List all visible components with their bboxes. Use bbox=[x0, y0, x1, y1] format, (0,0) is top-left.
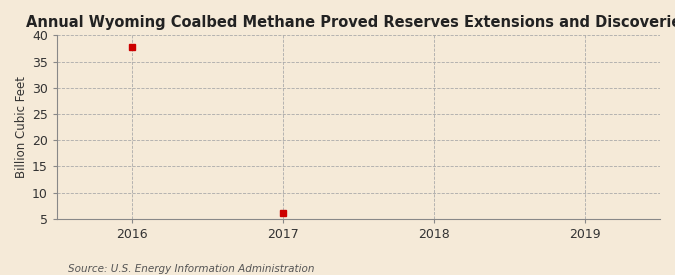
Text: Source: U.S. Energy Information Administration: Source: U.S. Energy Information Administ… bbox=[68, 264, 314, 274]
Title: Annual Wyoming Coalbed Methane Proved Reserves Extensions and Discoveries: Annual Wyoming Coalbed Methane Proved Re… bbox=[26, 15, 675, 30]
Y-axis label: Billion Cubic Feet: Billion Cubic Feet bbox=[15, 76, 28, 178]
